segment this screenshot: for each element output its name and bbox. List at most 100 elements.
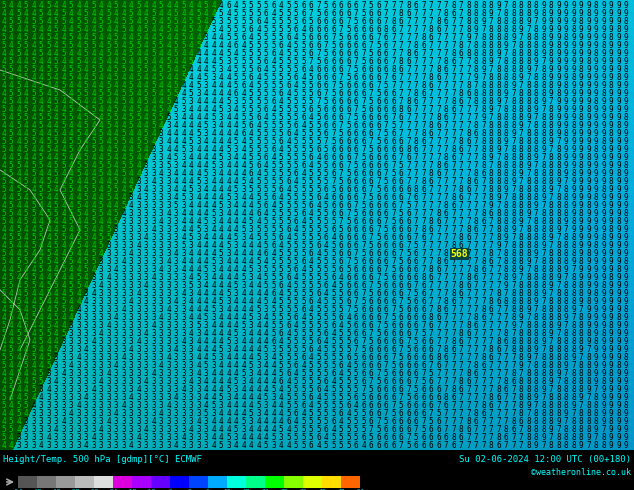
Text: 8: 8	[481, 353, 486, 363]
Text: 3: 3	[136, 329, 141, 339]
Text: 7: 7	[429, 201, 434, 210]
Text: 6: 6	[384, 209, 389, 219]
Text: 3: 3	[77, 377, 81, 386]
Text: 7: 7	[481, 25, 486, 34]
Text: 4: 4	[129, 98, 134, 106]
Text: 4: 4	[234, 266, 238, 274]
Text: 5: 5	[316, 122, 321, 130]
Text: 5: 5	[309, 377, 314, 386]
Text: 4: 4	[316, 297, 321, 306]
Text: 7: 7	[549, 146, 553, 154]
Text: 5: 5	[256, 257, 261, 267]
Text: 8: 8	[489, 297, 493, 306]
Text: 7: 7	[377, 177, 381, 186]
Text: 7: 7	[467, 385, 471, 394]
Text: 5: 5	[294, 1, 299, 10]
Text: 4: 4	[249, 329, 254, 339]
Text: 5: 5	[61, 18, 66, 26]
Text: 9: 9	[609, 257, 614, 267]
Text: 4: 4	[271, 361, 276, 370]
Text: 7: 7	[496, 369, 501, 378]
Text: 9: 9	[616, 49, 621, 58]
Text: 6: 6	[504, 433, 508, 442]
Text: 6: 6	[301, 209, 306, 219]
Text: 9: 9	[579, 9, 583, 19]
Text: 5: 5	[24, 353, 29, 363]
Text: 9: 9	[571, 114, 576, 122]
Text: 5: 5	[84, 266, 89, 274]
Text: 5: 5	[279, 257, 283, 267]
Text: 6: 6	[324, 114, 328, 122]
Text: 6: 6	[377, 161, 381, 171]
Text: 4: 4	[181, 9, 186, 19]
Text: 5: 5	[69, 290, 74, 298]
Text: 6: 6	[377, 361, 381, 370]
Text: 5: 5	[301, 393, 306, 402]
Text: 3: 3	[61, 433, 66, 442]
Text: 8: 8	[564, 353, 569, 363]
Text: 5: 5	[406, 345, 411, 354]
Text: 7: 7	[339, 170, 344, 178]
Text: 3: 3	[91, 361, 96, 370]
Text: 7: 7	[414, 170, 418, 178]
Text: 6: 6	[309, 249, 314, 258]
Text: 5: 5	[211, 161, 216, 171]
Text: 5: 5	[339, 297, 344, 306]
Text: 4: 4	[16, 98, 21, 106]
Text: 4: 4	[61, 249, 66, 258]
Text: 4: 4	[144, 425, 148, 434]
Text: 6: 6	[436, 122, 441, 130]
Text: 8: 8	[474, 1, 479, 10]
Text: 4: 4	[54, 42, 58, 50]
Text: 4: 4	[279, 1, 283, 10]
Text: 5: 5	[399, 209, 404, 219]
Text: 5: 5	[301, 201, 306, 210]
Text: 7: 7	[444, 33, 449, 43]
Text: 4: 4	[91, 194, 96, 202]
Text: 4: 4	[256, 425, 261, 434]
Text: 4: 4	[204, 185, 209, 195]
Text: 5: 5	[264, 170, 269, 178]
Text: 7: 7	[451, 425, 456, 434]
Text: 8: 8	[549, 161, 553, 171]
Text: 7: 7	[444, 281, 449, 291]
Text: 9: 9	[557, 49, 561, 58]
Text: 6: 6	[332, 146, 336, 154]
Text: 7: 7	[541, 57, 546, 67]
Text: 6: 6	[459, 242, 463, 250]
Text: 8: 8	[534, 74, 538, 82]
Text: 3: 3	[189, 385, 193, 394]
Text: 4: 4	[122, 257, 126, 267]
Text: 4: 4	[122, 33, 126, 43]
Text: 8: 8	[549, 105, 553, 115]
Text: 5: 5	[271, 33, 276, 43]
Text: 8: 8	[549, 266, 553, 274]
Text: 4: 4	[99, 42, 103, 50]
Text: 4: 4	[77, 194, 81, 202]
Text: 5: 5	[91, 74, 96, 82]
Text: 9: 9	[594, 329, 598, 339]
Text: 5: 5	[324, 257, 328, 267]
Text: 8: 8	[504, 25, 508, 34]
Text: 8: 8	[504, 218, 508, 226]
Text: 5: 5	[91, 218, 96, 226]
Text: 3: 3	[174, 353, 179, 363]
Text: 7: 7	[399, 297, 404, 306]
Text: 7: 7	[354, 153, 359, 163]
Text: 3: 3	[136, 233, 141, 243]
Text: 9: 9	[616, 417, 621, 426]
Text: 3: 3	[167, 369, 171, 378]
Text: 6: 6	[324, 9, 328, 19]
Text: 3: 3	[197, 393, 201, 402]
Text: 9: 9	[602, 218, 606, 226]
Text: 5: 5	[9, 353, 13, 363]
Text: 5: 5	[309, 90, 314, 98]
Text: 8: 8	[496, 209, 501, 219]
Text: 4: 4	[99, 218, 103, 226]
Text: 8: 8	[436, 257, 441, 267]
Text: 3: 3	[152, 161, 156, 171]
Text: 5: 5	[211, 209, 216, 219]
Text: 6: 6	[467, 281, 471, 291]
Text: 9: 9	[586, 209, 591, 219]
Text: 6: 6	[361, 233, 366, 243]
